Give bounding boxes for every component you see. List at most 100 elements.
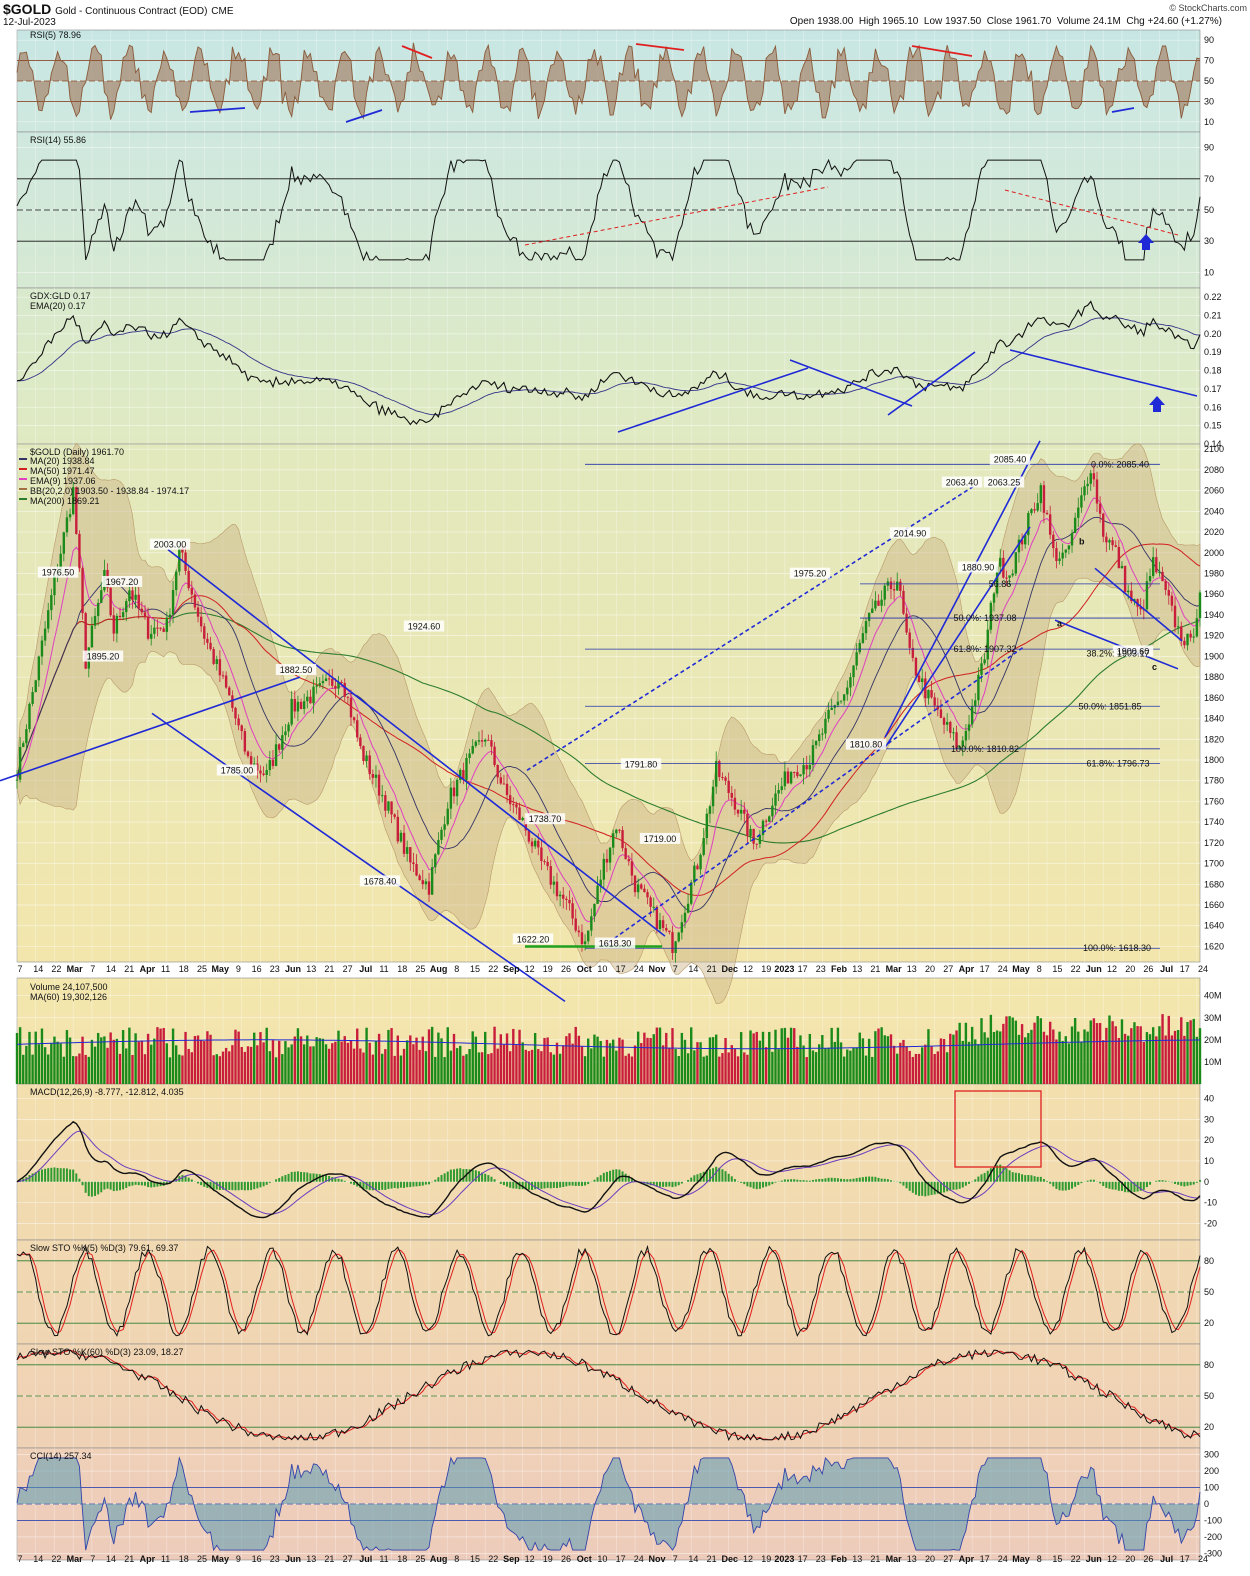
macd-histogram-bar — [914, 1181, 917, 1195]
volume-bar — [930, 1046, 933, 1084]
gdxgld-trendline — [617, 367, 809, 433]
price-candle — [587, 930, 590, 942]
macd-histogram-bar — [1055, 1181, 1058, 1189]
volume-bar — [1077, 1031, 1080, 1084]
price-candle — [752, 828, 755, 844]
macd-histogram-bar — [565, 1181, 568, 1187]
x-axis-label: 22 — [1071, 1554, 1081, 1564]
volume-bar — [1127, 1035, 1130, 1084]
macd-histogram-bar — [559, 1181, 562, 1188]
volume-bar — [661, 1045, 665, 1084]
volume-bar — [652, 1034, 655, 1084]
price-candle — [221, 675, 225, 677]
x-axis-label: 19 — [761, 964, 771, 974]
price-candle — [974, 700, 977, 707]
price-candle — [246, 751, 250, 757]
macd-histogram-bar — [143, 1181, 146, 1186]
volume-bar — [465, 1054, 468, 1084]
macd-histogram-bar — [964, 1181, 967, 1186]
price-candle — [599, 879, 602, 886]
x-axis-label: 17 — [616, 964, 626, 974]
volume-bar — [1098, 1023, 1102, 1084]
macd-histogram-bar — [687, 1179, 690, 1182]
macd-histogram-bar — [1039, 1176, 1042, 1182]
price-candle — [892, 589, 896, 591]
price-tick-label: 1840 — [1204, 714, 1224, 724]
macd-histogram-bar — [409, 1181, 412, 1188]
price-candle — [636, 884, 640, 893]
chart-date: 12-Jul-2023 — [3, 17, 56, 28]
volume-bar — [899, 1042, 902, 1084]
macd-tick-label: -20 — [1204, 1218, 1217, 1228]
price-candle — [746, 813, 749, 837]
macd-histogram-bar — [749, 1181, 752, 1188]
macd-histogram-bar — [1024, 1175, 1027, 1182]
macd-histogram-bar — [527, 1181, 530, 1190]
macd-histogram-bar — [393, 1181, 396, 1188]
ohlc-readout: Open 1938.00 High 1965.10 Low 1937.50 Cl… — [789, 16, 1222, 27]
macd-histogram-bar — [531, 1181, 534, 1190]
price-candle — [449, 787, 453, 809]
fib-label: 50.0%: 1937.08 — [953, 613, 1016, 623]
volume-bar — [658, 1027, 662, 1084]
volume-bar — [896, 1053, 899, 1084]
volume-bar — [1183, 1035, 1186, 1084]
price-candle — [268, 760, 272, 771]
macd-histogram-bar — [331, 1177, 334, 1182]
macd-histogram-bar — [624, 1173, 627, 1182]
price-tick-label: 1620 — [1204, 941, 1224, 951]
macd-histogram-bar — [128, 1181, 131, 1187]
volume-bar — [846, 1049, 849, 1084]
volume-bar — [587, 1038, 590, 1084]
volume-bar — [1014, 1020, 1018, 1084]
price-candle — [739, 809, 743, 814]
macd-histogram-bar — [381, 1181, 384, 1190]
volume-bar — [134, 1033, 137, 1084]
x-axis-label: 12 — [525, 964, 535, 974]
macd-histogram-bar — [584, 1181, 587, 1186]
macd-histogram-bar — [733, 1179, 736, 1182]
price-candle — [805, 765, 808, 770]
gdxgld-tick-label: 0.17 — [1204, 384, 1222, 394]
volume-bar — [374, 1041, 378, 1084]
macd-histogram-bar — [300, 1171, 303, 1182]
price-label: 1785.00 — [221, 766, 254, 776]
volume-bar — [1136, 1026, 1139, 1084]
price-candle — [652, 906, 655, 908]
price-candle — [368, 755, 371, 774]
macd-line — [16, 1120, 1201, 1219]
volume-tick-label: 30M — [1204, 1013, 1222, 1023]
price-candle — [743, 809, 746, 814]
volume-bar — [253, 1032, 256, 1084]
macd-histogram-bar — [1027, 1174, 1030, 1182]
price-candle — [162, 628, 165, 632]
macd-histogram-bar — [886, 1179, 889, 1182]
volume-bar — [711, 1037, 715, 1084]
price-candle — [842, 694, 846, 701]
price-label: 1791.80 — [625, 759, 658, 769]
price-candle — [1048, 514, 1052, 535]
volume-bar — [524, 1049, 527, 1084]
volume-bar — [140, 1040, 144, 1084]
macd-histogram-bar — [1036, 1176, 1039, 1182]
macd-histogram-bar — [490, 1176, 493, 1182]
price-candle — [324, 678, 328, 682]
price-candle — [1033, 509, 1036, 511]
macd-histogram-bar — [1080, 1181, 1083, 1184]
macd-histogram-bar — [353, 1181, 356, 1185]
volume-bar — [390, 1028, 393, 1084]
macd-histogram-bar — [421, 1181, 424, 1186]
price-candle — [1030, 509, 1033, 514]
volume-bar — [90, 1039, 94, 1084]
macd-histogram-bar — [830, 1177, 833, 1182]
price-candle — [627, 859, 630, 862]
price-candle — [1186, 633, 1189, 646]
price-candle — [1130, 590, 1133, 602]
cci-tick-label: 200 — [1204, 1466, 1219, 1476]
macd-histogram-bar — [1149, 1181, 1152, 1185]
price-candle — [271, 760, 275, 766]
price-candle — [190, 588, 193, 595]
price-candle — [705, 813, 709, 839]
volume-bar — [1045, 1035, 1049, 1084]
price-candle — [399, 832, 403, 842]
